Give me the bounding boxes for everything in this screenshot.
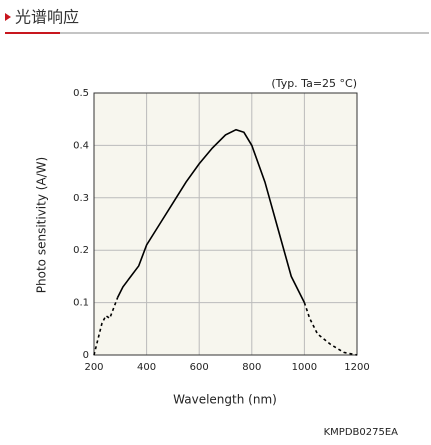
plot-area <box>94 93 357 355</box>
y-axis-label: Photo sensitivity (A/W) <box>35 157 49 293</box>
x-tick-label: 1000 <box>292 362 317 373</box>
y-tick-label: 0.5 <box>73 88 89 99</box>
annotation: (Typ. Ta=25 °C) <box>271 77 357 90</box>
x-tick-label: 1200 <box>344 362 369 373</box>
y-tick-label: 0.4 <box>73 140 89 151</box>
plot-frame <box>93 92 358 356</box>
x-tick-label: 800 <box>242 362 261 373</box>
footnote: KMPDB0275EA <box>324 427 399 438</box>
header-marker <box>5 13 11 21</box>
x-tick-label: 200 <box>84 362 103 373</box>
y-tick-label: 0 <box>83 350 89 361</box>
x-tick-label: 600 <box>190 362 209 373</box>
y-tick-label: 0.2 <box>73 245 89 256</box>
y-tick-label: 0.1 <box>73 298 89 309</box>
spectral-curve <box>116 128 306 303</box>
header-title: 光谱响应 <box>15 8 79 27</box>
x-tick-label: 400 <box>137 362 156 373</box>
spectral-curve <box>303 302 358 356</box>
x-axis-label: Wavelength (nm) <box>173 393 277 407</box>
y-tick-label: 0.3 <box>73 193 89 204</box>
